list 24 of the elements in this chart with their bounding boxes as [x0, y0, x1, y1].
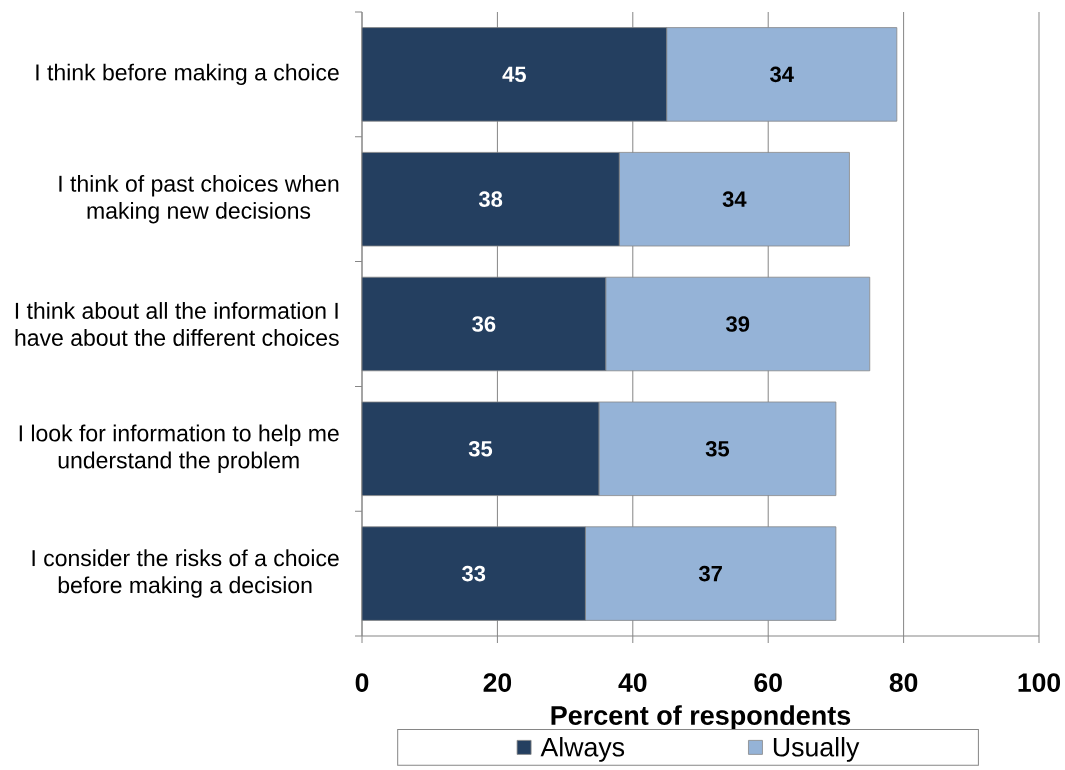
x-tick-label: 40	[618, 673, 647, 692]
y-tick-label: I think before making a choice	[36, 63, 339, 86]
legend-label: Usually	[773, 736, 860, 762]
y-tick-label: I look for information to help me understand the problem	[19, 424, 339, 474]
data-label: 34	[722, 191, 747, 207]
legend-label: Always	[540, 736, 625, 762]
data-label: 33	[461, 565, 486, 582]
y-tick-label: I consider the risks of a choice before making a decision	[32, 549, 339, 598]
x-axis-title: Percent of respondents	[551, 705, 851, 731]
data-label: 35	[705, 440, 730, 457]
data-label: 38	[478, 191, 503, 207]
x-tick-label: 0	[355, 673, 369, 692]
y-tick-label: I think of past choices when making new decisions	[59, 174, 339, 224]
x-tick-label: 20	[483, 673, 512, 692]
x-tick-label: 80	[889, 673, 918, 692]
data-label: 35	[468, 440, 493, 457]
data-label: 34	[770, 66, 794, 83]
data-label: 36	[472, 316, 496, 332]
x-tick-label: 100	[1018, 673, 1061, 692]
data-label: 45	[502, 66, 526, 83]
data-label: 37	[698, 565, 722, 582]
y-tick-label: I think about all the information I have about the different choices	[15, 302, 339, 346]
data-label: 39	[726, 316, 750, 332]
x-tick-label: 60	[754, 673, 782, 692]
